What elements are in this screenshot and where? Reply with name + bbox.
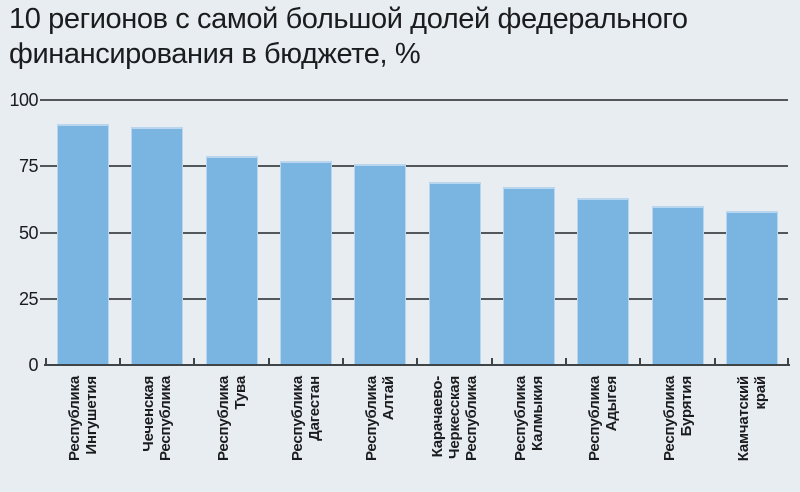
x-category-label-9: Республика Бурятия	[660, 376, 695, 462]
chart-title: 10 регионов с самой большой долей федера…	[9, 2, 688, 72]
bar-3	[205, 155, 258, 365]
bar-9	[651, 206, 704, 365]
x-category-label-1: Республика Ингушетия	[66, 376, 100, 462]
bar-4	[279, 160, 332, 365]
y-tick-label-75: 75	[18, 156, 39, 177]
bar-8	[577, 198, 630, 365]
chart-title-line2: финансирования в бюджете, %	[9, 38, 421, 70]
gridline-75	[40, 165, 788, 168]
bar-7	[502, 187, 555, 365]
x-axis-tick	[565, 358, 568, 365]
bar-1	[57, 123, 109, 365]
x-axis-tick	[267, 358, 270, 365]
x-axis-tick	[490, 358, 493, 365]
gridline-25	[40, 297, 788, 300]
y-tick-label-0: 0	[28, 355, 38, 375]
x-axis-tick	[787, 358, 789, 365]
x-category-label-2: Чеченская Республика	[140, 376, 175, 462]
x-axis-tick	[119, 358, 122, 365]
x-category-label-5: Республика Алтай	[363, 376, 398, 462]
y-tick-label-100: 100	[9, 90, 38, 110]
y-tick-label-25: 25	[18, 288, 39, 309]
y-tick-label-50: 50	[18, 222, 39, 243]
x-category-label-6: Карачаево- Черкесская Республика	[429, 376, 481, 462]
x-axis-line	[44, 364, 790, 366]
x-category-label-4: Республика Дагестан	[288, 376, 323, 462]
x-axis-tick	[45, 358, 47, 365]
bar-6	[428, 182, 481, 365]
x-axis-tick	[342, 358, 345, 365]
x-category-label-3: Республика Тува	[214, 376, 249, 462]
chart-title-line1: 10 регионов с самой большой долей федера…	[9, 3, 688, 35]
x-axis-tick	[193, 358, 196, 365]
bar-2	[131, 126, 184, 365]
bar-10	[725, 211, 778, 365]
x-axis-tick	[416, 358, 419, 365]
x-category-label-10: Камчатский край	[734, 376, 769, 462]
x-axis-tick	[713, 358, 716, 365]
gridline-100	[40, 99, 788, 101]
x-category-label-8: Республика Адыгея	[586, 376, 621, 462]
gridline-50	[40, 231, 788, 234]
plot-area	[40, 99, 790, 366]
x-category-label-7: Республика Калмыкия	[511, 376, 546, 462]
x-axis-tick	[639, 358, 642, 365]
bar-5	[354, 163, 407, 365]
